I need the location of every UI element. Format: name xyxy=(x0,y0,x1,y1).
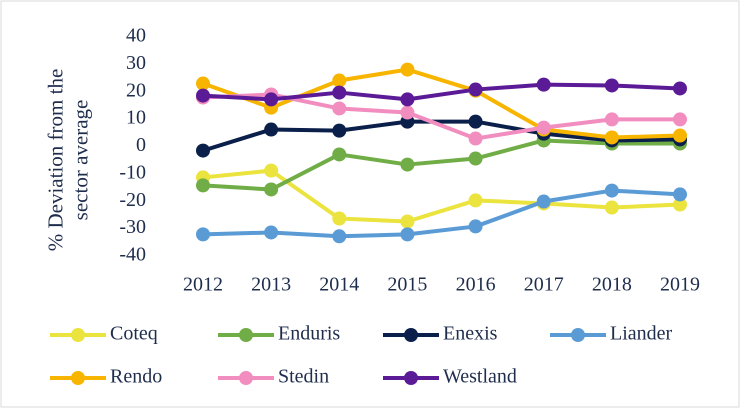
data-point xyxy=(468,219,483,234)
y-tick-label: 40 xyxy=(126,25,146,47)
legend-label: Rendo xyxy=(110,366,162,388)
x-tick-label: 2018 xyxy=(592,274,632,296)
legend-label: Westland xyxy=(443,366,517,388)
data-point xyxy=(673,81,687,96)
data-point xyxy=(332,123,347,138)
data-point xyxy=(536,120,551,135)
y-tick-label: 10 xyxy=(126,107,146,129)
data-point xyxy=(196,143,210,158)
legend-marker xyxy=(239,371,253,385)
data-point xyxy=(604,183,619,198)
series-line xyxy=(202,188,681,239)
y-tick-label: -40 xyxy=(119,244,146,266)
data-point xyxy=(468,193,483,208)
y-tick-label: -10 xyxy=(119,161,146,183)
data-point xyxy=(332,211,347,226)
data-point xyxy=(468,131,483,146)
x-tick-label: 2015 xyxy=(387,274,427,296)
series-line xyxy=(202,67,681,140)
data-point xyxy=(673,128,687,143)
data-point xyxy=(604,112,619,127)
legend-marker xyxy=(571,328,585,342)
data-point xyxy=(604,130,619,145)
data-point xyxy=(536,194,551,209)
data-point xyxy=(264,182,279,197)
data-point xyxy=(400,92,415,107)
data-point xyxy=(604,78,619,93)
y-tick-label: 20 xyxy=(126,79,146,101)
legend-marker xyxy=(71,371,85,385)
data-point xyxy=(264,163,279,178)
x-tick-label: 2012 xyxy=(183,274,223,296)
data-point xyxy=(673,112,687,127)
series-line xyxy=(202,138,680,192)
series-line xyxy=(202,168,681,224)
data-point xyxy=(400,214,415,229)
y-tick-label: 0 xyxy=(136,134,146,156)
data-point xyxy=(468,151,483,166)
data-point xyxy=(468,114,483,129)
data-point xyxy=(673,197,687,212)
y-tick-label: 30 xyxy=(126,52,146,74)
x-tick-label: 2017 xyxy=(524,274,564,296)
legend-label: Stedin xyxy=(278,366,329,388)
x-tick-label: 2019 xyxy=(660,274,700,296)
y-axis-label-line: sector average xyxy=(68,100,92,221)
legend-marker xyxy=(239,328,253,342)
data-point xyxy=(536,77,551,92)
data-point xyxy=(332,101,347,116)
x-tick-label: 2014 xyxy=(319,274,359,296)
legend-label: Liander xyxy=(610,323,673,345)
legend-label: Coteq xyxy=(110,323,158,345)
data-point xyxy=(264,92,279,107)
data-point xyxy=(196,76,210,91)
data-point xyxy=(264,122,279,137)
legend-marker xyxy=(71,328,85,342)
data-point xyxy=(196,88,210,103)
x-tick-label: 2016 xyxy=(456,274,496,296)
data-point xyxy=(264,225,279,240)
data-point xyxy=(673,187,687,202)
legend-marker xyxy=(404,328,418,342)
y-axis-label: % Deviation from the sector average xyxy=(43,69,92,252)
x-tick-label: 2013 xyxy=(251,274,291,296)
legend-label: Enduris xyxy=(278,323,340,345)
data-point xyxy=(332,73,347,88)
data-point xyxy=(332,229,347,244)
data-point xyxy=(604,200,619,215)
data-point xyxy=(400,227,415,242)
y-axis-label-line: % Deviation from the xyxy=(43,69,67,252)
data-point xyxy=(196,178,210,193)
legend-label: Enexis xyxy=(443,323,498,345)
series-line xyxy=(202,119,681,153)
data-point xyxy=(468,82,483,97)
data-point xyxy=(332,85,347,100)
y-tick-label: -20 xyxy=(119,189,146,211)
series-line xyxy=(202,82,681,102)
data-point xyxy=(400,157,415,172)
data-point xyxy=(400,62,415,77)
data-point xyxy=(196,227,210,242)
legend-marker xyxy=(404,371,418,385)
data-point xyxy=(400,105,415,120)
y-tick-label: -30 xyxy=(119,216,146,238)
data-point xyxy=(332,147,347,162)
